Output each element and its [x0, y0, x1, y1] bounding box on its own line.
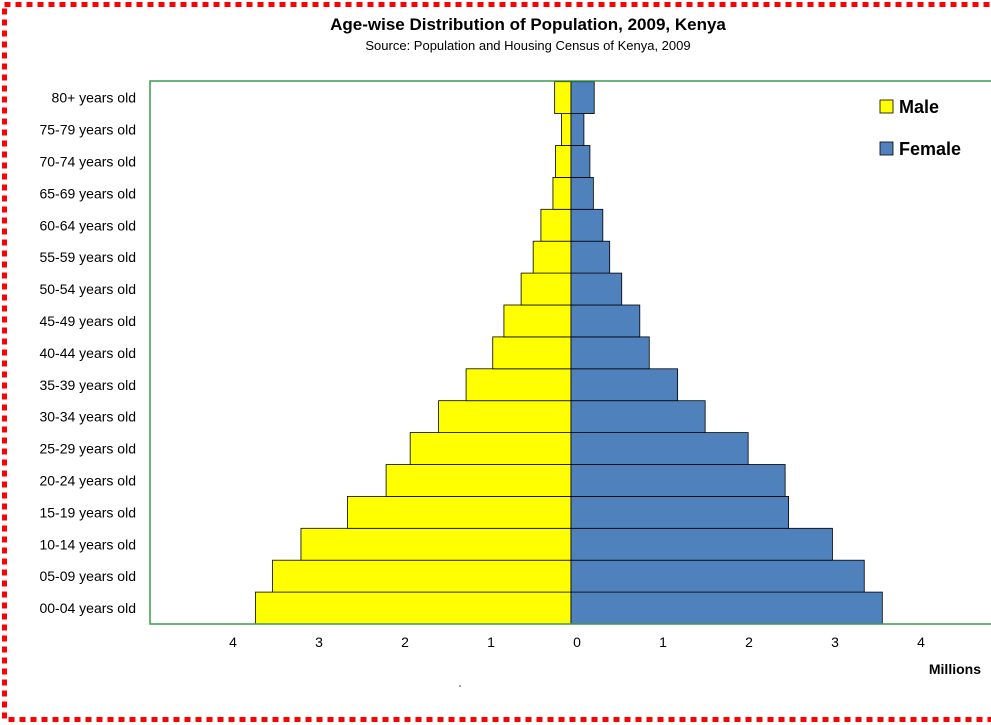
stray-dot [459, 685, 461, 687]
bar-male-14 [555, 145, 572, 178]
bar-male-4 [385, 464, 572, 497]
bar-male-8 [492, 336, 572, 370]
bar-male-13 [552, 176, 572, 210]
category-label: 30-34 years old [39, 409, 136, 425]
bar-male-5 [409, 432, 572, 465]
x-tick-labels: 4 3 2 1 0 1 2 3 4 [229, 634, 925, 650]
legend-swatch-male [879, 99, 894, 114]
legend-label-male: Male [899, 97, 939, 117]
category-label: 65-69 years old [39, 185, 136, 201]
category-label: 15-19 years old [39, 504, 136, 520]
category-label: 50-54 years old [39, 281, 136, 297]
bar-female-8 [570, 336, 650, 370]
bar-male-6 [438, 400, 572, 434]
bars-layer [254, 81, 883, 625]
bar-female-12 [570, 208, 604, 242]
category-label: 25-29 years old [39, 441, 136, 457]
x-axis-label: Millions [929, 661, 981, 677]
x-tick-label: 2 [401, 634, 409, 650]
x-tick-label: 4 [917, 634, 925, 650]
bar-female-4 [570, 464, 786, 497]
bar-male-7 [465, 368, 572, 402]
legend-label-female: Female [899, 139, 961, 159]
bar-female-1 [570, 559, 865, 593]
bar-male-16 [554, 81, 572, 114]
bar-male-15 [561, 113, 572, 146]
chart-subtitle: Source: Population and Housing Census of… [365, 38, 691, 53]
x-tick-label: 1 [659, 634, 667, 650]
x-tick-label: 3 [831, 634, 839, 650]
bar-female-13 [570, 176, 594, 210]
bar-female-6 [570, 400, 706, 434]
bar-female-3 [570, 495, 789, 529]
category-label: 60-64 years old [39, 217, 136, 233]
bar-female-5 [570, 432, 749, 465]
category-label: 05-09 years old [39, 568, 136, 584]
category-labels: 00-04 years old 05-09 years old 10-14 year… [39, 90, 136, 616]
x-tick-label: 0 [573, 634, 581, 650]
bar-male-0 [254, 591, 572, 625]
category-label: 20-24 years old [39, 472, 136, 488]
bar-female-0 [570, 591, 883, 625]
bar-female-10 [570, 272, 623, 306]
bar-male-2 [300, 527, 572, 561]
category-label: 55-59 years old [39, 249, 136, 265]
bar-male-10 [520, 272, 572, 306]
category-label: 40-44 years old [39, 345, 136, 361]
bar-female-15 [570, 113, 585, 146]
x-tick-label: 3 [315, 634, 323, 650]
category-label: 75-79 years old [39, 122, 136, 138]
category-label: 35-39 years old [39, 377, 136, 393]
legend-swatch-female [879, 141, 894, 156]
legend: Male Female [879, 97, 961, 159]
bar-female-2 [570, 527, 833, 561]
bar-female-16 [570, 81, 595, 114]
bar-female-9 [570, 304, 641, 338]
category-label: 45-49 years old [39, 313, 136, 329]
bar-male-3 [346, 495, 572, 529]
bar-male-1 [272, 559, 572, 593]
bar-male-9 [503, 304, 572, 338]
bar-female-14 [570, 145, 591, 178]
category-label: 00-04 years old [39, 600, 136, 616]
bar-male-11 [532, 240, 572, 274]
bar-male-12 [540, 208, 572, 242]
plot-area-border [149, 80, 991, 625]
bar-female-11 [570, 240, 611, 274]
category-label: 80+ years old [52, 90, 136, 106]
category-label: 10-14 years old [39, 536, 136, 552]
chart-title: Age-wise Distribution of Population, 200… [330, 15, 726, 34]
x-tick-label: 1 [487, 634, 495, 650]
x-tick-label: 4 [229, 634, 237, 650]
x-tick-label: 2 [745, 634, 753, 650]
category-label: 70-74 years old [39, 153, 136, 169]
bar-female-7 [570, 368, 679, 402]
